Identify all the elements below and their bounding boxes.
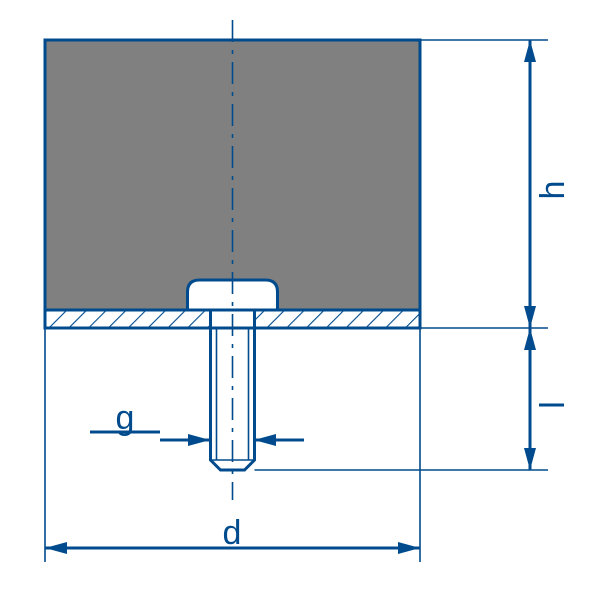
label-h: h [534, 181, 572, 200]
label-l: l [534, 401, 572, 409]
label-d: d [223, 514, 242, 552]
label-g: g [116, 399, 135, 437]
